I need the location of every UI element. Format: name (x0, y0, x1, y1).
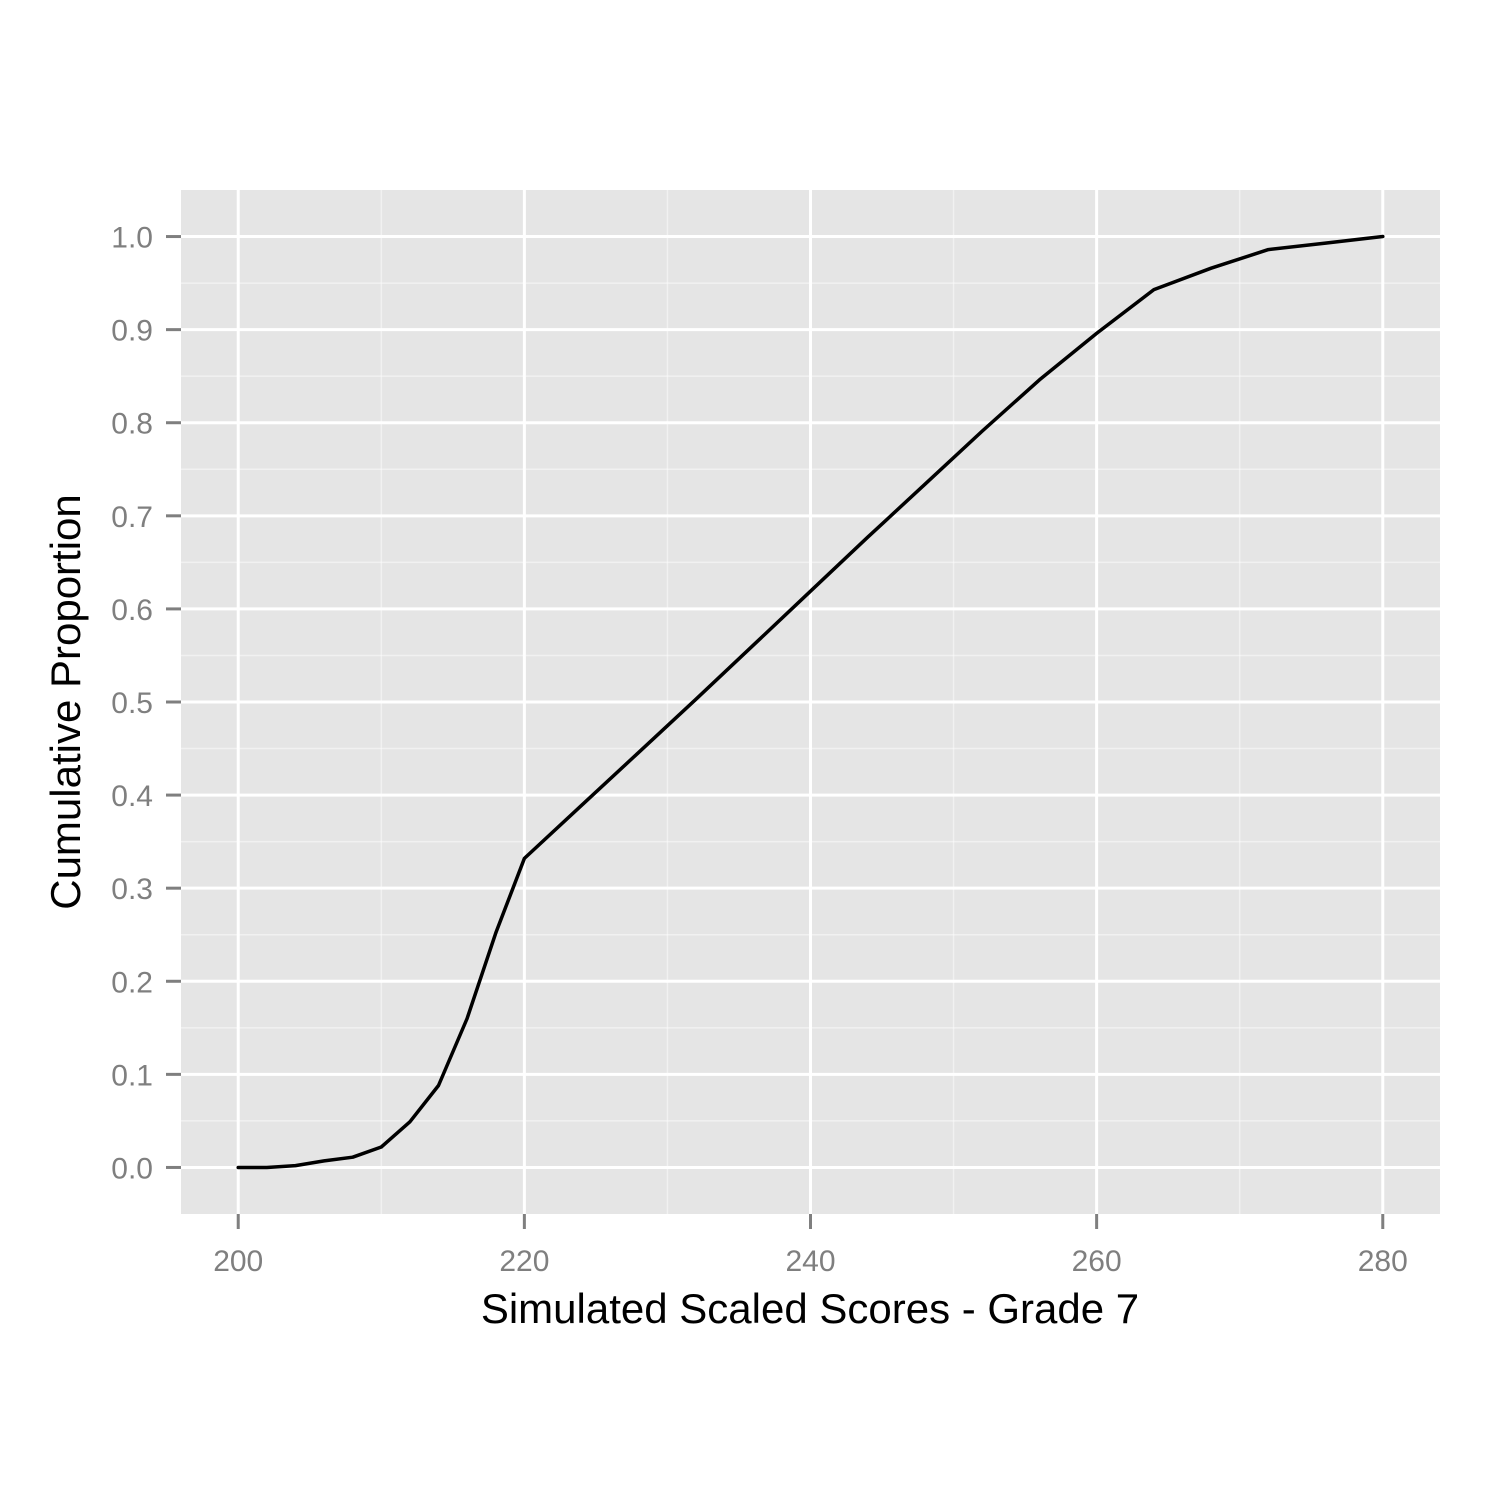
x-tick-label: 260 (1072, 1245, 1122, 1278)
x-tick-label: 240 (785, 1245, 835, 1278)
y-tick-label: 0.9 (111, 315, 153, 348)
axis-ticks (166, 235, 1385, 1229)
y-tick-label: 0.1 (111, 1059, 153, 1092)
y-tick-label: 0.0 (111, 1152, 153, 1185)
major-gridlines (181, 190, 1440, 1214)
y-tick-label: 0.7 (111, 501, 153, 534)
y-tick-label: 0.2 (111, 966, 153, 999)
x-tick-label: 200 (213, 1245, 263, 1278)
y-tick-label: 0.4 (111, 780, 153, 813)
y-tick-label: 0.5 (111, 687, 153, 720)
y-tick-label: 1.0 (111, 222, 153, 255)
x-axis-title: Simulated Scaled Scores - Grade 7 (481, 1285, 1139, 1332)
y-tick-label: 0.8 (111, 408, 153, 441)
y-tick-label: 0.3 (111, 873, 153, 906)
y-tick-label: 0.6 (111, 594, 153, 627)
x-tick-label: 280 (1358, 1245, 1408, 1278)
series-line (236, 234, 1385, 1170)
x-tick-label: 220 (499, 1245, 549, 1278)
y-tick-labels: 0.0 0.1 0.2 0.3 0.4 0.5 0.6 0.7 0.8 0.9 1.0 (111, 222, 153, 1186)
x-tick-labels: 200 220 240 260 280 (213, 1245, 1408, 1278)
series-layer (236, 234, 1385, 1170)
y-axis-title: Cumulative Proportion (42, 494, 89, 910)
